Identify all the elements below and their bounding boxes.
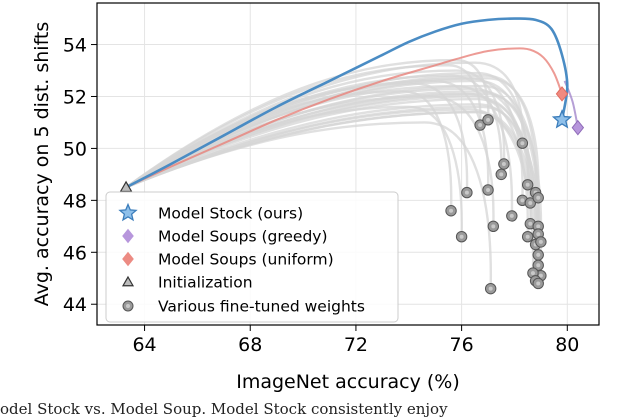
- fine-tuned-point-core: [536, 195, 541, 200]
- y-axis-label: Avg. accuracy on 5 dist. shifts: [31, 22, 53, 307]
- fine-tuned-point-core: [464, 190, 469, 195]
- fine-tuned-point-core: [528, 200, 533, 205]
- fine-tuned-point-core: [536, 281, 541, 286]
- y-tick-label: 52: [63, 86, 87, 108]
- y-tick-label: 44: [63, 294, 87, 316]
- fine-tuned-point-core: [499, 172, 504, 177]
- caption: odel Stock vs. Model Soup. Model Stock c…: [0, 400, 448, 418]
- legend-box: [105, 191, 399, 323]
- legend-star-icon: [118, 202, 138, 222]
- y-tick-label: 48: [63, 190, 87, 212]
- y-tick-label: 46: [63, 242, 87, 264]
- interpolation-curve: [125, 74, 537, 193]
- fine-tuned-point-core: [488, 286, 493, 291]
- legend-triangle-icon: [121, 275, 135, 287]
- legend-diamond-icon: [122, 228, 134, 244]
- axis-ticks: 64 68 72 76 80 44 46 48 50 52 54: [63, 35, 580, 356]
- legend-label: Initialization: [158, 274, 253, 292]
- initialization-marker: [119, 180, 133, 193]
- fine-tuned-points: [445, 114, 547, 295]
- x-tick-label: 80: [555, 334, 579, 356]
- legend-circle-icon-core: [126, 304, 130, 308]
- fine-tuned-point-core: [538, 239, 543, 244]
- interpolation-curve: [125, 121, 492, 289]
- fine-tuned-point-core: [486, 187, 491, 192]
- legend-label: Various fine-tuned weights: [158, 298, 365, 316]
- model-stock-curve: [125, 17, 569, 189]
- x-tick-label: 64: [132, 334, 156, 356]
- fine-tuned-point-core: [525, 234, 530, 239]
- legend: Model Stock (ours) Model Soups (greedy) Mo…: [105, 191, 399, 323]
- fine-tuned-point-core: [536, 252, 541, 257]
- fine-tuned-point-core: [528, 221, 533, 226]
- fine-tuned-point-core: [520, 141, 525, 146]
- y-tick-label: 54: [63, 35, 87, 57]
- fine-tuned-point-core: [520, 198, 525, 203]
- interpolation-curve: [125, 77, 540, 198]
- x-axis-label: ImageNet accuracy (%): [236, 371, 460, 393]
- legend-diamond-icon: [122, 251, 134, 267]
- interpolation-curve: [125, 92, 543, 242]
- legend-label: Model Stock (ours): [158, 205, 303, 223]
- fine-tuned-point-core: [509, 213, 514, 218]
- fine-tuned-point-core: [536, 263, 541, 268]
- fine-tuned-point-core: [525, 182, 530, 187]
- model-soups-uniform-marker: [555, 86, 569, 102]
- fine-tuned-point-core: [501, 162, 506, 166]
- fine-tuned-point-core: [486, 117, 491, 122]
- fine-tuned-point-core: [538, 273, 543, 278]
- fine-tuned-point-core: [478, 123, 483, 128]
- x-tick-label: 76: [450, 334, 474, 356]
- fine-tuned-point-core: [491, 224, 496, 229]
- model-soups-uniform-curve: [125, 47, 563, 189]
- fine-tuned-point-core: [536, 232, 541, 237]
- method-markers: [119, 86, 585, 193]
- legend-label: Model Soups (greedy): [158, 228, 328, 246]
- legend-label: Model Soups (uniform): [158, 251, 334, 269]
- x-tick-label: 68: [238, 334, 262, 356]
- model-soups-greedy-marker: [571, 119, 585, 136]
- fine-tuned-point-core: [530, 271, 535, 276]
- interpolation-curve: [125, 105, 463, 237]
- fine-tuned-point-core: [459, 234, 464, 239]
- plot-frame: [96, 2, 600, 326]
- y-tick-label: 50: [63, 138, 87, 160]
- x-tick-label: 72: [344, 334, 368, 356]
- interpolation-curve: [125, 103, 540, 266]
- model-stock-marker: [551, 109, 573, 129]
- fine-tuned-point-core: [449, 208, 454, 213]
- fine-tuned-point-core: [536, 224, 541, 229]
